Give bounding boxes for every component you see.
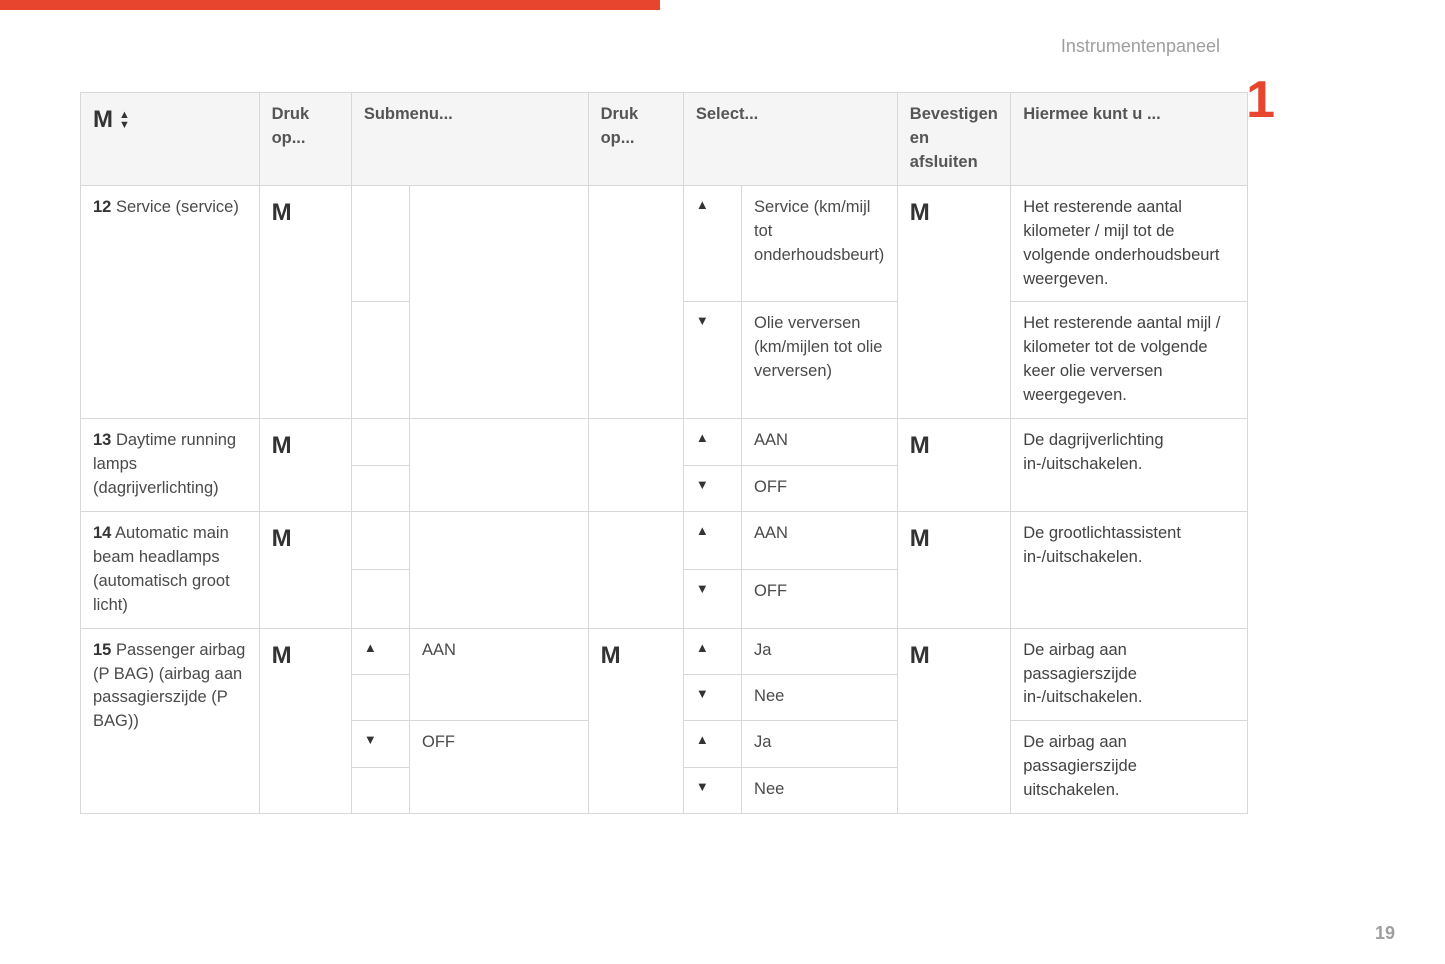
result-text: De dagrijverlichting in-/uitschakelen. — [1011, 419, 1248, 512]
header-symbol: M ▲ ▼ — [81, 93, 260, 186]
submenu-arrow-cell — [351, 674, 409, 720]
table-row: 12 Service (service) M ▲ Service (km/mij… — [81, 185, 1248, 302]
select-text: Olie verversen (km/mijlen tot olie verve… — [742, 302, 898, 419]
m-icon: M — [272, 642, 292, 669]
select-text: AAN — [742, 511, 898, 569]
table-row: 13 Daytime running lamps (dagrijverlicht… — [81, 419, 1248, 465]
submenu-arrow-cell — [351, 570, 409, 628]
select-arrow-cell: ▼ — [683, 302, 741, 419]
submenu-arrow-cell: ▼ — [351, 721, 409, 767]
submenu-text — [410, 511, 589, 628]
select-arrow-cell: ▲ — [683, 721, 741, 767]
submenu-arrow-cell — [351, 419, 409, 465]
select-arrow-cell: ▲ — [683, 419, 741, 465]
submenu-arrow-cell — [351, 511, 409, 569]
select-text: Service (km/mijl tot onderhoudsbeurt) — [742, 185, 898, 302]
select-text: OFF — [742, 570, 898, 628]
result-text: De airbag aan passagierszijde uitschakel… — [1011, 721, 1248, 814]
header-submenu: Submenu... — [351, 93, 588, 186]
druk2-cell — [588, 185, 683, 418]
submenu-arrow-cell — [351, 465, 409, 511]
updown-icon: ▲ ▼ — [119, 110, 130, 130]
header-druk2: Druk op... — [588, 93, 683, 186]
select-arrow-cell: ▼ — [683, 465, 741, 511]
header-confirm: Bevestigen en afsluiten — [897, 93, 1010, 186]
submenu-arrow-cell — [351, 185, 409, 302]
submenu-arrow-cell — [351, 767, 409, 813]
submenu-arrow-cell: ▲ — [351, 628, 409, 674]
select-arrow-cell: ▼ — [683, 674, 741, 720]
select-arrow-cell: ▼ — [683, 767, 741, 813]
row-label: 12 Service (service) — [81, 185, 260, 418]
result-text: De airbag aan passagierszijde in-/uitsch… — [1011, 628, 1248, 721]
chapter-number: 1 — [1246, 70, 1275, 130]
select-text: Ja — [742, 721, 898, 767]
submenu-text — [410, 185, 589, 418]
page-number: 19 — [1375, 923, 1395, 944]
settings-table: M ▲ ▼ Druk op... Submenu... Druk op... S… — [80, 92, 1248, 814]
submenu-arrow-cell — [351, 302, 409, 419]
result-text: De grootlichtassistent in-/uitschakelen. — [1011, 511, 1248, 628]
section-title: Instrumentenpaneel — [1061, 36, 1220, 57]
header-select: Select... — [683, 93, 897, 186]
select-text: AAN — [742, 419, 898, 465]
m-icon: M — [910, 432, 930, 459]
row-label: 14 Automatic main beam headlamps (automa… — [81, 511, 260, 628]
select-arrow-cell: ▼ — [683, 570, 741, 628]
druk2-cell — [588, 419, 683, 512]
submenu-text: AAN — [410, 628, 589, 721]
m-icon: M — [93, 103, 113, 138]
select-arrow-cell: ▲ — [683, 185, 741, 302]
m-icon: M — [910, 525, 930, 552]
select-text: Nee — [742, 767, 898, 813]
down-icon: ▼ — [119, 120, 130, 130]
select-text: Nee — [742, 674, 898, 720]
select-arrow-cell: ▲ — [683, 628, 741, 674]
page-accent-bar — [0, 0, 660, 10]
table-row: 14 Automatic main beam headlamps (automa… — [81, 511, 1248, 569]
table-row: 15 Passenger airbag (P BAG) (airbag aan … — [81, 628, 1248, 674]
m-icon: M — [910, 642, 930, 669]
m-icon: M — [272, 525, 292, 552]
result-text: Het resterende aantal kilometer / mijl t… — [1011, 185, 1248, 302]
select-arrow-cell: ▲ — [683, 511, 741, 569]
select-text: Ja — [742, 628, 898, 674]
submenu-text: OFF — [410, 721, 589, 814]
result-text: Het resterende aantal mijl / kilometer t… — [1011, 302, 1248, 419]
druk2-cell — [588, 511, 683, 628]
submenu-text — [410, 419, 589, 512]
header-druk1: Druk op... — [259, 93, 351, 186]
m-icon: M — [910, 199, 930, 226]
select-text: OFF — [742, 465, 898, 511]
m-icon: M — [272, 199, 292, 226]
m-icon: M — [601, 642, 621, 669]
m-icon: M — [272, 432, 292, 459]
header-result: Hiermee kunt u ... — [1011, 93, 1248, 186]
row-label: 15 Passenger airbag (P BAG) (airbag aan … — [81, 628, 260, 814]
row-label: 13 Daytime running lamps (dagrijverlicht… — [81, 419, 260, 512]
table-header-row: M ▲ ▼ Druk op... Submenu... Druk op... S… — [81, 93, 1248, 186]
